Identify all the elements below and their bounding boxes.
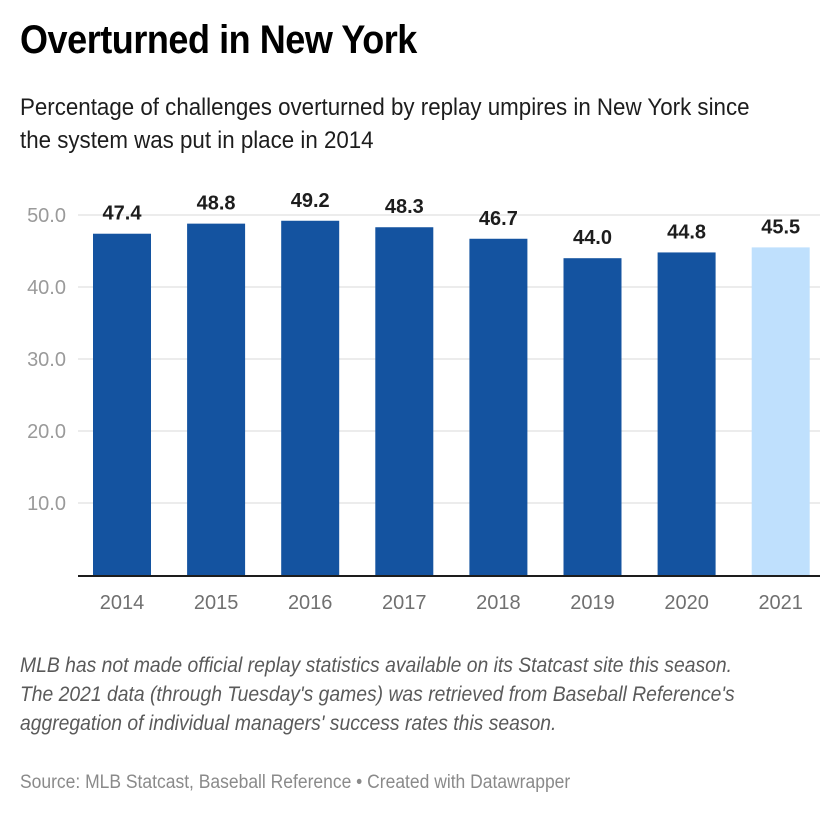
chart-source: Source: MLB Statcast, Baseball Reference… [20,772,571,793]
x-tick-label-2016: 2016 [288,592,333,614]
data-label-2021: 45.5 [761,216,800,238]
chart-title: Overturned in New York [20,18,417,62]
x-tick-label-2015: 2015 [194,592,239,614]
x-axis-ticks: 2014 2015 2016 2017 2018 2019 2020 2021 [100,592,803,614]
y-tick-label: 10.0 [27,493,66,515]
y-tick-label: 40.0 [27,277,66,299]
x-tick-label-2018: 2018 [476,592,521,614]
data-label-2018: 46.7 [479,208,518,230]
bar-chart: 10.0 20.0 30.0 40.0 50.0 47.4 48.8 49.2 48.3 46.… [27,190,820,614]
y-tick-label: 20.0 [27,421,66,443]
chart-notes: MLB has not made official replay statist… [20,654,735,735]
y-axis-ticks: 10.0 20.0 30.0 40.0 50.0 [27,205,66,515]
bar-2015 [187,223,246,575]
bar-2014 [93,233,151,575]
data-label-2016: 49.2 [291,190,330,212]
data-label-2014: 47.4 [103,203,143,225]
bar-2018 [469,238,528,575]
y-tick-label: 30.0 [27,349,66,371]
x-tick-label-2017: 2017 [382,592,427,614]
data-labels: 47.4 48.8 49.2 48.3 46.7 44.0 44.8 45.5 [103,190,801,249]
data-label-2020: 44.8 [667,221,706,243]
bar-2017 [375,227,434,576]
chart-subtitle: Percentage of challenges overturned by r… [20,94,750,154]
x-tick-label-2020: 2020 [664,592,709,614]
data-label-2015: 48.8 [197,193,236,215]
bar-2020 [657,252,716,575]
bar-2021 [751,247,810,575]
x-tick-label-2021: 2021 [758,592,803,614]
data-label-2019: 44.0 [573,227,612,249]
x-tick-label-2014: 2014 [100,592,145,614]
bars [93,220,810,576]
data-label-2017: 48.3 [385,196,424,218]
y-tick-label: 50.0 [27,205,66,227]
x-tick-label-2019: 2019 [570,592,615,614]
bar-2016 [281,220,340,575]
bar-2019 [563,258,622,575]
